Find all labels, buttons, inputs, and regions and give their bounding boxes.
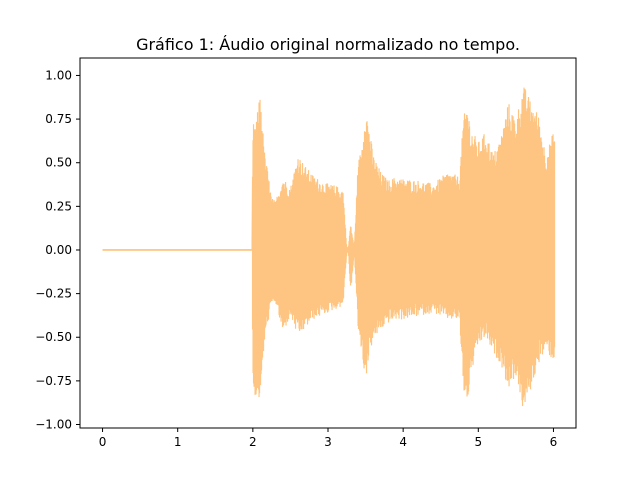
x-axis: 0 1 2 3 4 5 6 (99, 428, 558, 449)
y-tick-label: 0.25 (45, 199, 72, 213)
x-tick-label: 4 (399, 435, 407, 449)
y-tick-label: −1.00 (35, 418, 72, 432)
y-tick-label: −0.50 (35, 330, 72, 344)
x-tick-label: 3 (324, 435, 332, 449)
x-tick-label: 0 (99, 435, 107, 449)
y-tick-label: 0.50 (45, 156, 72, 170)
y-tick-label: 1.00 (45, 68, 72, 82)
x-tick-label: 1 (174, 435, 182, 449)
x-tick-label: 5 (474, 435, 482, 449)
x-tick-label: 6 (550, 435, 558, 449)
y-tick-label: −0.75 (35, 374, 72, 388)
y-axis: 1.00 0.75 0.50 0.25 0.00 −0.25 −0.50 −0.75 −1.00 (35, 68, 80, 432)
chart-title: Gráfico 1: Áudio original normalizado no… (136, 35, 520, 54)
x-tick-label: 2 (249, 435, 257, 449)
y-tick-label: −0.25 (35, 287, 72, 301)
plot-layer (102, 87, 556, 406)
y-tick-label: 0.00 (45, 243, 72, 257)
y-tick-label: 0.75 (45, 112, 72, 126)
